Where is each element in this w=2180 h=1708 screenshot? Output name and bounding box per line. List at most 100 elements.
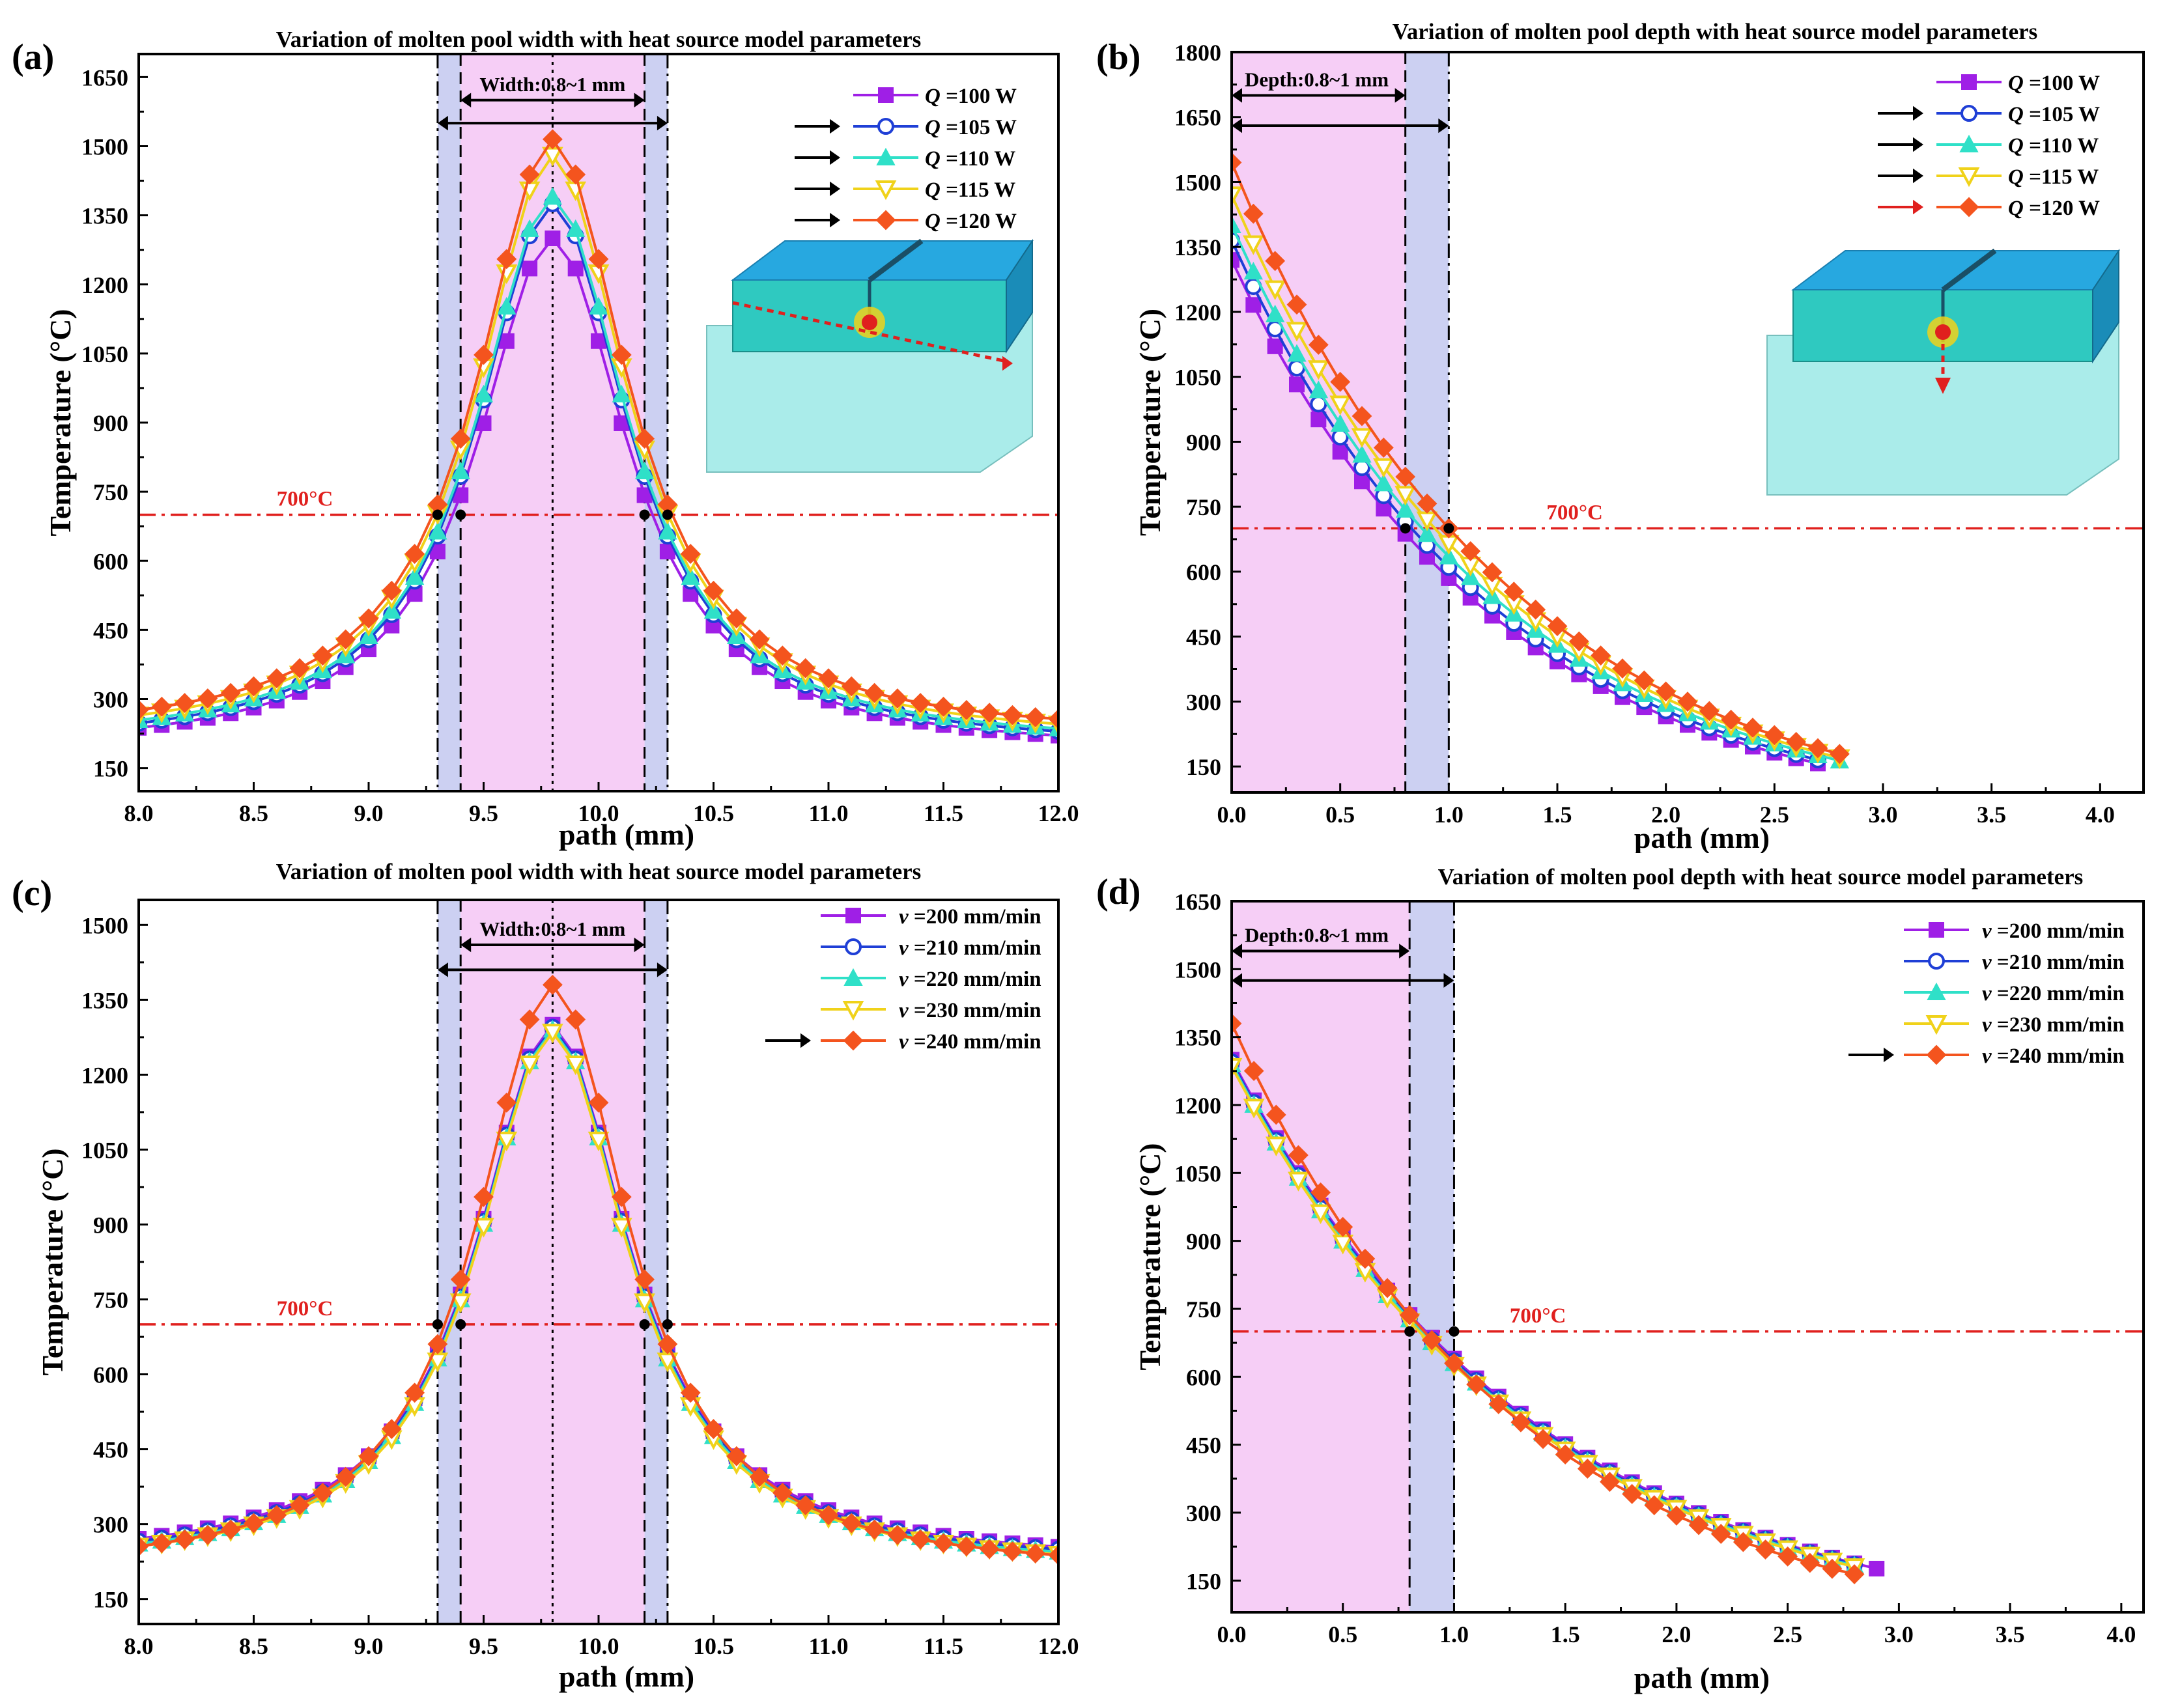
intersection-point (1404, 1326, 1415, 1337)
shaded-bands (1232, 901, 1454, 1612)
x-tick-label: 12.0 (1038, 800, 1079, 826)
x-tick-label: 8.0 (124, 800, 154, 826)
y-axis-label: Temperature (°C) (1133, 1143, 1167, 1370)
y-tick-label: 1050 (81, 1137, 128, 1163)
data-point (1533, 1429, 1553, 1449)
legend-label: Q =115 W (925, 178, 1015, 202)
legend-marker (1928, 953, 1945, 970)
data-point (841, 676, 862, 697)
data-point (427, 1334, 448, 1354)
y-tick-label: 1650 (1174, 105, 1221, 131)
intersection-point (455, 1319, 466, 1330)
legend-marker (878, 87, 894, 103)
data-point (151, 1533, 172, 1554)
legend-label: Q =115 W (2008, 165, 2099, 189)
inset-groove (1941, 248, 1997, 292)
data-point (335, 629, 356, 650)
data-point (1612, 658, 1633, 679)
span-label: Width:0.8~1 mm (479, 73, 625, 96)
data-point (1232, 215, 1241, 233)
data-point (450, 1269, 471, 1290)
data-point (382, 600, 401, 619)
data-point (496, 249, 517, 270)
span-arrowhead (1443, 973, 1454, 988)
data-point (979, 703, 1000, 723)
data-point (1742, 718, 1763, 738)
x-tick-label: 11.0 (808, 1633, 848, 1659)
inset-heat-core (862, 315, 877, 330)
legend-variable: Q (925, 210, 941, 233)
y-tick-label: 300 (93, 687, 128, 713)
data-point (1482, 562, 1503, 583)
legend-label: Q =110 W (925, 147, 1015, 171)
legend-label: Q =120 W (2008, 197, 2100, 220)
intersection-point (1449, 1326, 1460, 1337)
span-arrowhead (1232, 973, 1242, 988)
data-point (1243, 1099, 1265, 1119)
legend-variable: v (1982, 1044, 1992, 1068)
data-point (818, 1505, 839, 1526)
data-point (1243, 262, 1264, 280)
data-point (1355, 1248, 1376, 1269)
data-point (1869, 1560, 1885, 1576)
data-point (565, 1009, 586, 1030)
y-tick-label: 1200 (1174, 300, 1221, 326)
legend-arrowhead (1913, 137, 1923, 152)
legend-variable: v (899, 1030, 909, 1054)
legend-marker (877, 118, 894, 135)
data-point (404, 544, 425, 565)
data-point (864, 1519, 885, 1540)
data-point (658, 522, 677, 540)
data-point (680, 544, 701, 565)
data-point (520, 219, 539, 237)
legend-arrowhead (830, 150, 840, 165)
chart-title: Variation of molten pool depth with heat… (1393, 19, 2038, 44)
transition-band (644, 54, 668, 791)
data-point (1264, 280, 1286, 300)
data-point (474, 1186, 494, 1207)
legend-arrowhead (800, 1033, 811, 1048)
data-point (703, 600, 724, 619)
legend-marker (843, 1030, 864, 1051)
data-point (244, 676, 264, 697)
data-point (1417, 524, 1437, 542)
data-point (703, 1419, 724, 1439)
x-tick-label: 0.0 (1217, 1621, 1247, 1647)
data-point (634, 1293, 655, 1313)
data-point (703, 580, 724, 601)
y-tick-label: 900 (93, 1212, 128, 1238)
inset-top-face (1791, 250, 2120, 290)
data-point (1330, 413, 1350, 432)
legend-arrowhead (1913, 199, 1923, 215)
span-arrowhead (460, 937, 472, 953)
data-point (518, 1055, 541, 1076)
data-point (1466, 1374, 1487, 1395)
data-point (1232, 252, 1239, 268)
data-point (289, 1495, 310, 1516)
x-tick-label: 11.5 (924, 800, 963, 826)
data-point (1577, 1459, 1598, 1479)
data-point (887, 1524, 908, 1545)
data-point (681, 567, 700, 585)
y-tick-label: 1800 (1174, 40, 1221, 66)
legend-marker (875, 180, 897, 201)
data-point (1373, 438, 1394, 458)
y-tick-label: 450 (93, 617, 128, 643)
legend-value: =110 W (2024, 134, 2099, 158)
panel-label: (d) (1096, 872, 1140, 912)
data-point (1374, 473, 1394, 492)
x-tick-label: 9.0 (354, 800, 384, 826)
legend-marker (875, 210, 896, 231)
legend-value: =200 mm/min (1992, 919, 2125, 943)
data-point (749, 629, 770, 650)
data-point (1309, 380, 1329, 399)
span-arrowhead (634, 92, 645, 107)
span-label: Depth:0.8~1 mm (1245, 924, 1389, 947)
inset-side-face (2092, 248, 2119, 364)
data-point (726, 608, 747, 629)
legend-label: Q =100 W (2008, 72, 2100, 95)
y-tick-label: 300 (93, 1512, 128, 1538)
x-tick-label: 9.0 (354, 1633, 384, 1659)
data-point (545, 231, 561, 246)
data-point (474, 384, 494, 402)
